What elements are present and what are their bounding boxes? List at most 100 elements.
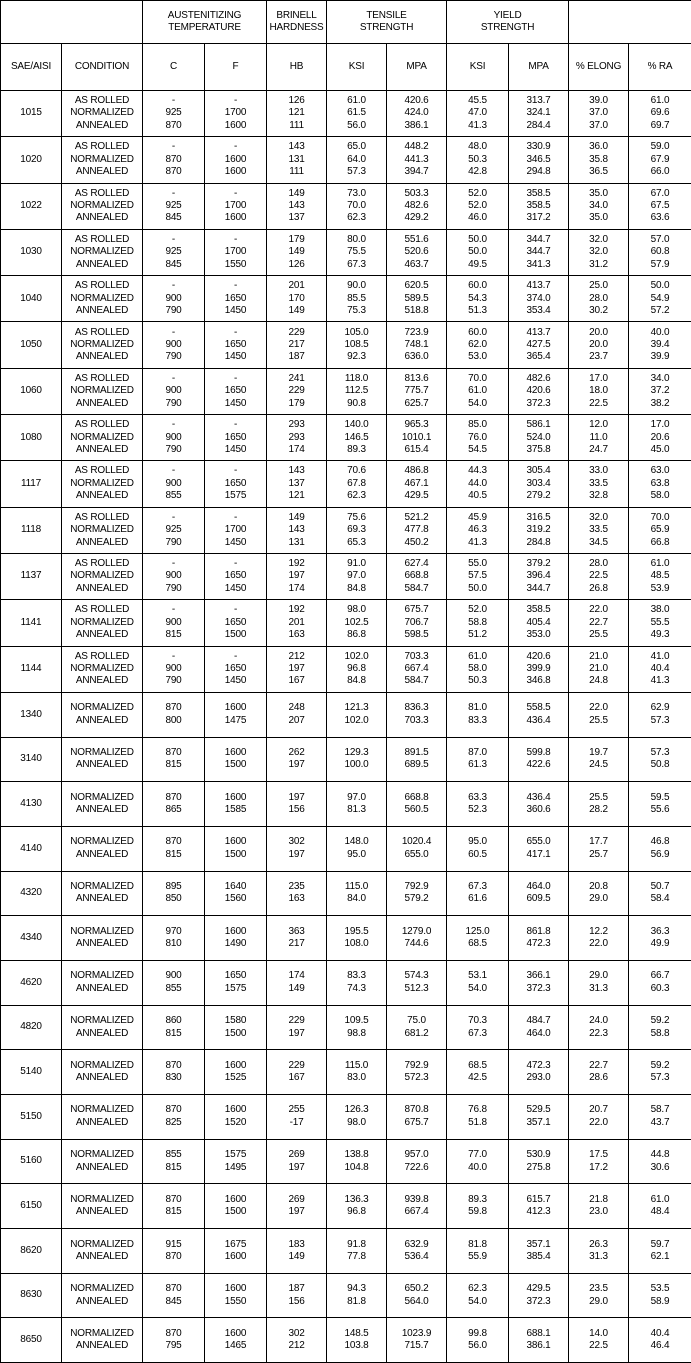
cell-yield-mpa: 484.7 464.0	[508, 1004, 570, 1051]
cell-yield-ksi: 55.0 57.5 50.0	[446, 552, 510, 601]
cell-reduction-of-area: 50.7 58.4	[628, 870, 691, 917]
tensile-strength-header: TENSILE STRENGTH	[326, 0, 448, 44]
cell-reduction-of-area: 44.8 30.6	[628, 1138, 691, 1185]
cell-tensile-ksi: 94.3 81.8	[326, 1272, 388, 1319]
cell-reduction-of-area: 53.5 58.9	[628, 1272, 691, 1319]
cell-tensile-ksi: 91.0 97.0 84.8	[326, 552, 388, 601]
cell-elongation: 22.7 28.6	[568, 1049, 630, 1096]
table-row: 8620 NORMALIZED ANNEALED 915 870 1675 1600 1…	[0, 1228, 691, 1274]
cell-elongation: 20.0 20.0 23.7	[568, 321, 630, 369]
cell-condition: NORMALIZED ANNEALED	[61, 825, 143, 872]
cell-sae-aisi: 1040	[0, 275, 62, 323]
cell-temp-c: - 900 790	[142, 414, 205, 462]
table-row: 1020 AS ROLLED NORMALIZED ANNEALED - 870 8…	[0, 136, 691, 184]
cell-tensile-mpa: 75.0 681.2	[386, 1004, 448, 1051]
cell-tensile-mpa: 551.6 520.6 463.7	[386, 228, 448, 277]
cell-temp-c: 870 825	[142, 1094, 205, 1140]
cell-tensile-ksi: 83.3 74.3	[326, 959, 388, 1006]
cell-tensile-mpa: 675.7 706.7 598.5	[386, 599, 448, 647]
cell-elongation: 17.0 18.0 22.5	[568, 367, 630, 416]
cell-tensile-ksi: 73.0 70.0 62.3	[326, 182, 388, 230]
cell-yield-mpa: 316.5 319.2 284.8	[508, 506, 570, 554]
cell-reduction-of-area: 57.0 60.8 57.9	[628, 228, 691, 277]
cell-reduction-of-area: 38.0 55.5 49.3	[628, 599, 691, 647]
cell-elongation: 19.7 24.5	[568, 736, 630, 783]
cell-tensile-mpa: 1023.9 715.7	[386, 1317, 448, 1363]
cell-tensile-mpa: 420.6 424.0 386.1	[386, 89, 448, 138]
table-row: 1141 AS ROLLED NORMALIZED ANNEALED - 900 8…	[0, 599, 691, 647]
cell-sae-aisi: 1144	[0, 645, 62, 693]
cell-temp-f: 1600 1465	[203, 1317, 268, 1363]
cell-reduction-of-area: 50.0 54.9 57.2	[628, 275, 691, 323]
cell-condition: AS ROLLED NORMALIZED ANNEALED	[61, 599, 143, 647]
cell-reduction-of-area: 59.2 57.3	[628, 1049, 691, 1096]
cell-hb: 363 217	[266, 915, 328, 961]
cell-condition: AS ROLLED NORMALIZED ANNEALED	[61, 136, 143, 184]
cell-sae-aisi: 5160	[0, 1138, 62, 1185]
cell-sae-aisi: 1340	[0, 691, 62, 738]
cell-reduction-of-area: 36.3 49.9	[628, 915, 691, 961]
cell-temp-c: - 870 870	[142, 136, 205, 184]
cell-temp-f: - 1650 1450	[203, 552, 268, 601]
cell-elongation: 36.0 35.8 36.5	[568, 136, 630, 184]
cell-tensile-mpa: 792.9 579.2	[386, 870, 448, 917]
cell-reduction-of-area: 41.0 40.4 41.3	[628, 645, 691, 693]
table-row: 4340 NORMALIZED ANNEALED 970 810 1600 1490 3…	[0, 915, 691, 961]
cell-reduction-of-area: 66.7 60.3	[628, 959, 691, 1006]
cell-reduction-of-area: 61.0 69.6 69.7	[628, 89, 691, 138]
table-row: 1144 AS ROLLED NORMALIZED ANNEALED - 900 7…	[0, 645, 691, 693]
cell-elongation: 22.0 25.5	[568, 691, 630, 738]
cell-temp-f: 1600 1490	[203, 915, 268, 961]
cell-sae-aisi: 1022	[0, 182, 62, 230]
cell-temp-c: - 900 790	[142, 645, 205, 693]
cell-sae-aisi: 1030	[0, 228, 62, 277]
cell-temp-f: - 1650 1450	[203, 367, 268, 416]
cell-yield-ksi: 81.8 55.9	[446, 1228, 510, 1274]
table-row: 1060 AS ROLLED NORMALIZED ANNEALED - 900 7…	[0, 367, 691, 416]
cell-yield-mpa: 358.5 405.4 353.0	[508, 599, 570, 647]
table-row: 1030 AS ROLLED NORMALIZED ANNEALED - 925 8…	[0, 228, 691, 277]
cell-reduction-of-area: 62.9 57.3	[628, 691, 691, 738]
cell-tensile-mpa: 792.9 572.3	[386, 1049, 448, 1096]
cell-sae-aisi: 4130	[0, 781, 62, 827]
cell-hb: 126 121 111	[266, 89, 328, 138]
table-row: 4820 NORMALIZED ANNEALED 860 815 1580 1500 2…	[0, 1004, 691, 1051]
cell-tensile-mpa: 448.2 441.3 394.7	[386, 136, 448, 184]
table-row: 4140 NORMALIZED ANNEALED 870 815 1600 1500 3…	[0, 825, 691, 872]
cell-yield-ksi: 125.0 68.5	[446, 915, 510, 961]
cell-sae-aisi: 1117	[0, 460, 62, 508]
cell-sae-aisi: 1060	[0, 367, 62, 416]
cell-yield-mpa: 344.7 344.7 341.3	[508, 228, 570, 277]
cell-tensile-mpa: 650.2 564.0	[386, 1272, 448, 1319]
cell-reduction-of-area: 46.8 56.9	[628, 825, 691, 872]
cell-condition: AS ROLLED NORMALIZED ANNEALED	[61, 367, 143, 416]
cell-temp-f: - 1650 1450	[203, 414, 268, 462]
table-row: 1040 AS ROLLED NORMALIZED ANNEALED - 900 7…	[0, 275, 691, 323]
cell-condition: NORMALIZED ANNEALED	[61, 1317, 143, 1363]
cell-tensile-ksi: 105.0 108.5 92.3	[326, 321, 388, 369]
column-header-temp-c: C	[142, 43, 205, 91]
cell-tensile-ksi: 118.0 112.5 90.8	[326, 367, 388, 416]
cell-yield-ksi: 52.0 52.0 46.0	[446, 182, 510, 230]
cell-sae-aisi: 5150	[0, 1094, 62, 1140]
cell-temp-c: 870 815	[142, 825, 205, 872]
column-header-row: SAE/AISI CONDITION C F HB KSI MPA KSI MPA% ELONG…	[0, 43, 691, 91]
cell-tensile-mpa: 574.3 512.3	[386, 959, 448, 1006]
cell-yield-ksi: 81.0 83.3	[446, 691, 510, 738]
cell-temp-f: 1600 1500	[203, 1183, 268, 1230]
cell-condition: AS ROLLED NORMALIZED ANNEALED	[61, 460, 143, 508]
cell-yield-mpa: 529.5 357.1	[508, 1094, 570, 1140]
cell-hb: 248 207	[266, 691, 328, 738]
cell-elongation: 21.8 23.0	[568, 1183, 630, 1230]
table-body: 1015 AS ROLLED NORMALIZED ANNEALED - 925 8…	[0, 89, 691, 1363]
table-row: 1118 AS ROLLED NORMALIZED ANNEALED - 925 7…	[0, 506, 691, 554]
cell-tensile-mpa: 723.9 748.1 636.0	[386, 321, 448, 369]
column-header-temp-f: F	[203, 43, 268, 91]
cell-elongation: 20.7 22.0	[568, 1094, 630, 1140]
cell-sae-aisi: 4140	[0, 825, 62, 872]
cell-reduction-of-area: 17.0 20.6 45.0	[628, 414, 691, 462]
cell-sae-aisi: 4340	[0, 915, 62, 961]
cell-condition: NORMALIZED ANNEALED	[61, 1228, 143, 1274]
cell-condition: AS ROLLED NORMALIZED ANNEALED	[61, 275, 143, 323]
cell-temp-f: 1650 1575	[203, 959, 268, 1006]
